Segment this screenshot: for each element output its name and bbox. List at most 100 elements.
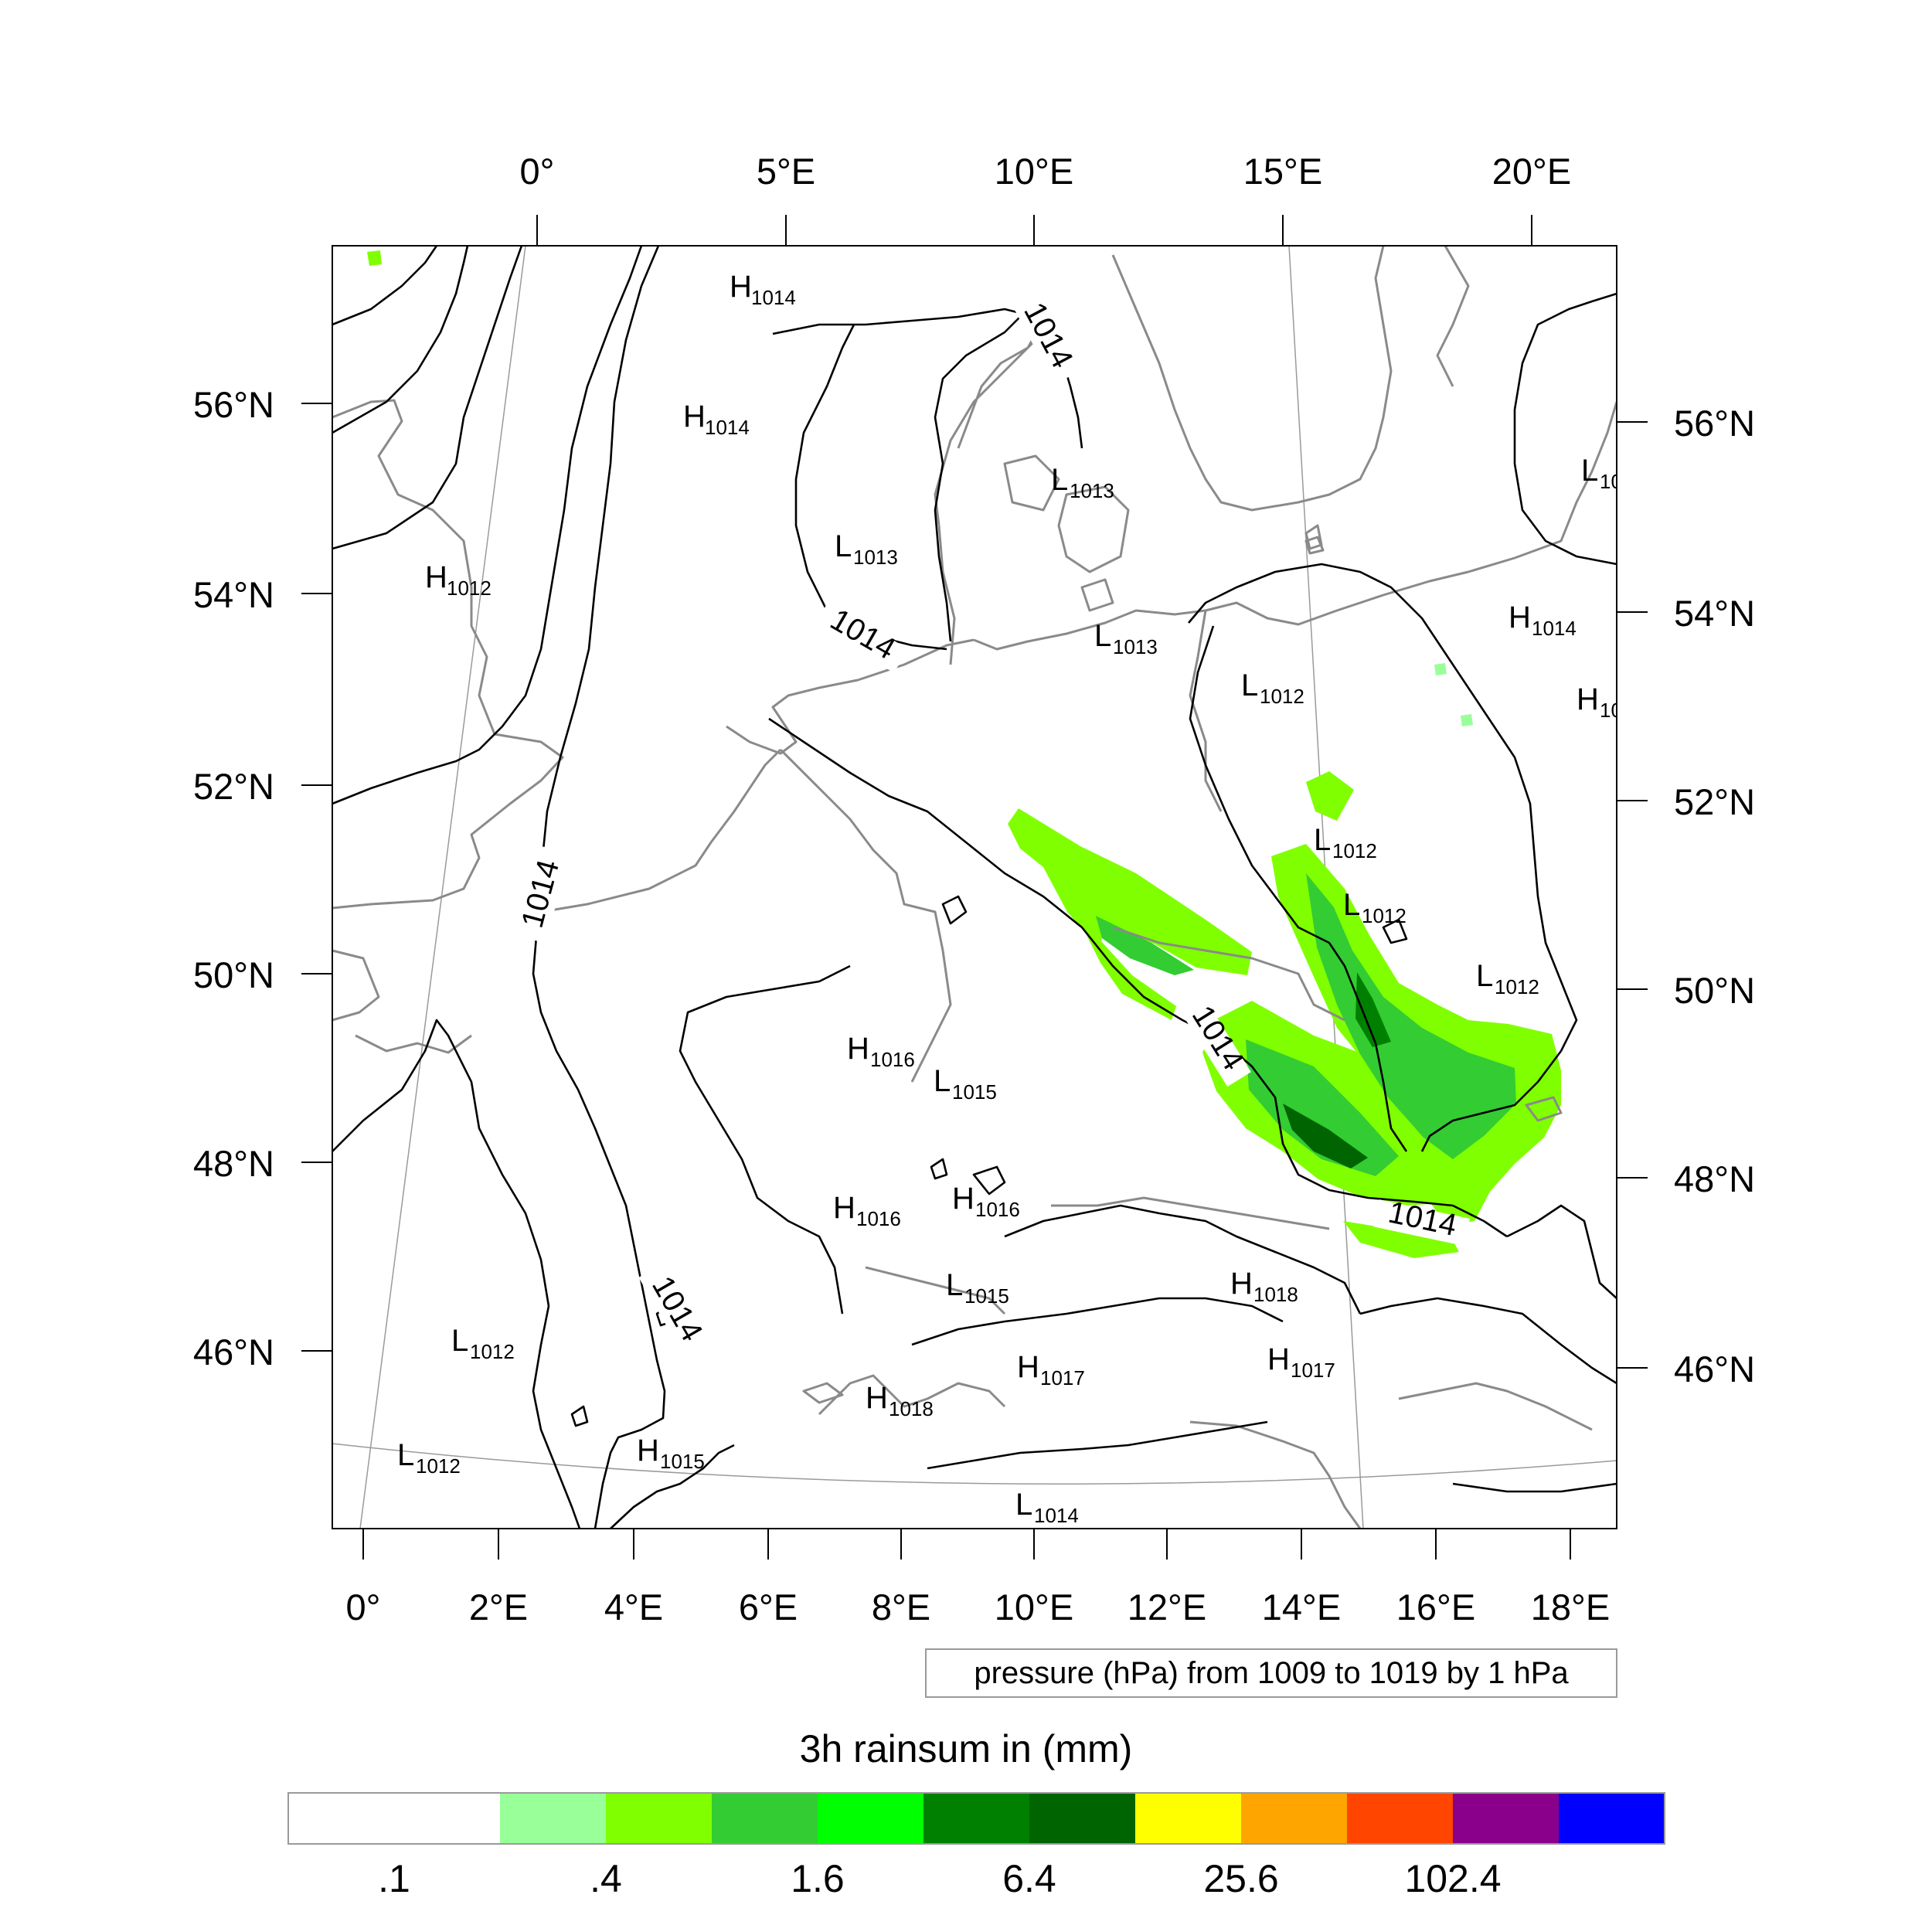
center-value: 1014 [751, 286, 796, 309]
center-value: 10 [1600, 470, 1622, 493]
center-value: 1014 [1532, 617, 1577, 640]
colorbar-swatch [500, 1793, 606, 1844]
colorbar: 3h rainsum in (mm) .1 .4 1.6 6.4 25.6 10… [287, 1727, 1665, 1900]
center-type: L [1094, 619, 1111, 653]
bottom-lon-label: 14°E [1262, 1587, 1341, 1628]
rain-speck-2 [1434, 663, 1447, 675]
top-lon-label: 0° [520, 151, 555, 192]
top-lon-label: 15°E [1243, 151, 1322, 192]
center-type: H [847, 1032, 869, 1066]
center-value: 1016 [975, 1198, 1020, 1221]
center-type: L [835, 529, 852, 563]
colorbar-swatch [1241, 1793, 1347, 1844]
center-type: H [952, 1182, 975, 1216]
center-value: 1013 [1070, 479, 1114, 502]
left-lat-label: 46°N [193, 1332, 274, 1372]
colorbar-swatch [394, 1793, 500, 1844]
bottom-lon-label: 10°E [995, 1587, 1073, 1628]
colorbar-label: 25.6 [1203, 1857, 1278, 1900]
axis-ticks [301, 215, 1648, 1560]
center-type: L [397, 1438, 414, 1472]
center-value: 1012 [1495, 975, 1539, 998]
center-type: H [425, 560, 447, 594]
left-lat-label: 54°N [193, 574, 274, 615]
center-type: L [1581, 454, 1598, 488]
colorbar-swatch [1029, 1793, 1135, 1844]
center-type: H [1577, 682, 1599, 716]
colorbar-swatch [288, 1793, 394, 1844]
center-value: 1013 [1113, 635, 1158, 658]
center-type: L [946, 1268, 963, 1302]
bottom-lon-label: 4°E [604, 1587, 663, 1628]
center-value: 1012 [1332, 839, 1377, 862]
rain-speck-1 [367, 250, 382, 266]
center-value: 1012 [1362, 904, 1406, 927]
bottom-lon-label: 16°E [1396, 1587, 1475, 1628]
center-value: 1015 [964, 1284, 1009, 1308]
bottom-lon-label: 12°E [1128, 1587, 1206, 1628]
center-value: 1015 [952, 1080, 997, 1104]
colorbar-swatch [1453, 1793, 1559, 1844]
colorbar-label: .1 [378, 1857, 410, 1900]
bottom-lon-label: 2°E [469, 1587, 528, 1628]
center-value: 1014 [1034, 1504, 1079, 1527]
center-value: 10 [1600, 699, 1622, 722]
top-lon-label: 20°E [1492, 151, 1571, 192]
center-type: H [1230, 1267, 1253, 1301]
map-frame [332, 245, 1617, 1529]
right-lat-labels: 56°N 54°N 52°N 50°N 48°N 46°N [1674, 403, 1755, 1389]
left-lat-label: 56°N [193, 384, 274, 425]
pressure-info-box: pressure (hPa) from 1009 to 1019 by 1 hP… [925, 1648, 1617, 1698]
left-lat-label: 50°N [193, 954, 274, 995]
colorbar-label: .4 [590, 1857, 622, 1900]
center-type: H [1509, 600, 1531, 634]
right-lat-label: 52°N [1674, 781, 1755, 822]
center-value: 1014 [705, 416, 750, 439]
bottom-lon-labels: 0° 2°E 4°E 6°E 8°E 10°E 12°E 14°E 16°E 1… [346, 1587, 1611, 1628]
colorbar-label: 1.6 [791, 1857, 845, 1900]
left-lat-label: 48°N [193, 1143, 274, 1184]
bottom-lon-label: 6°E [739, 1587, 798, 1628]
center-value: 1012 [416, 1454, 461, 1478]
left-lat-labels: 56°N 54°N 52°N 50°N 48°N 46°N [193, 384, 274, 1372]
center-value: 1016 [856, 1207, 901, 1230]
colorbar-swatch [1559, 1793, 1665, 1844]
center-type: L [1051, 463, 1068, 497]
center-type: L [1314, 823, 1331, 857]
right-lat-label: 56°N [1674, 403, 1755, 444]
center-type: H [1267, 1342, 1290, 1376]
center-value: 1016 [870, 1048, 915, 1071]
center-value: 1012 [1260, 685, 1304, 708]
center-type: H [683, 400, 706, 434]
colorbar-swatch [1135, 1793, 1241, 1844]
center-type: L [1015, 1488, 1032, 1522]
center-type: L [1476, 959, 1493, 993]
center-type: H [833, 1191, 855, 1225]
center-value: 1012 [447, 577, 492, 600]
bottom-lon-label: 0° [346, 1587, 381, 1628]
center-type: L [934, 1064, 951, 1098]
top-lon-label: 5°E [757, 151, 815, 192]
right-lat-label: 46°N [1674, 1349, 1755, 1389]
bottom-lon-label: 18°E [1531, 1587, 1610, 1628]
colorbar-swatch [606, 1793, 712, 1844]
rain-speck-3 [1461, 714, 1473, 726]
pressure-info-text: pressure (hPa) from 1009 to 1019 by 1 hP… [974, 1656, 1569, 1690]
center-value: 1017 [1291, 1359, 1335, 1382]
top-lon-labels: 0° 5°E 10°E 15°E 20°E [520, 151, 1572, 192]
center-type: L [1241, 668, 1258, 702]
bottom-lon-label: 8°E [872, 1587, 930, 1628]
right-lat-label: 50°N [1674, 970, 1755, 1011]
colorbar-swatch [712, 1793, 818, 1844]
center-value: 1018 [1253, 1283, 1298, 1306]
top-lon-label: 10°E [995, 151, 1073, 192]
colorbar-label: 102.4 [1404, 1857, 1501, 1900]
right-lat-label: 54°N [1674, 593, 1755, 634]
colorbar-swatch [1347, 1793, 1453, 1844]
center-value: 1013 [853, 546, 898, 569]
center-value: 1015 [660, 1450, 705, 1473]
center-type: H [866, 1381, 888, 1415]
colorbar-label: 6.4 [1002, 1857, 1056, 1900]
center-type: H [1017, 1350, 1039, 1384]
